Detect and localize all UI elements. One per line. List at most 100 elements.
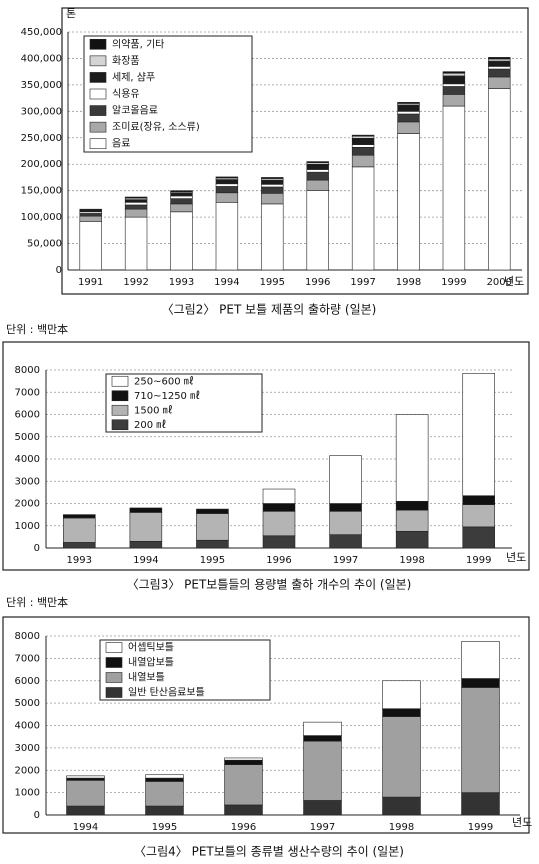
bar-segment [261, 203, 284, 271]
legend-swatch [89, 138, 107, 150]
y-tick-label: 2000 [15, 499, 40, 510]
x-tick-label: 1994 [214, 277, 239, 288]
bar-segment [170, 203, 193, 213]
x-tick-label: 1999 [466, 555, 491, 566]
bar-segment [461, 678, 500, 688]
bar-segment [170, 192, 193, 197]
x-tick-label: 1995 [200, 555, 225, 566]
bar-segment [145, 781, 184, 807]
x-axis-label: 년도 [512, 816, 532, 829]
bar-segment [261, 179, 284, 185]
bar-segment [145, 774, 184, 779]
bar-segment [124, 208, 148, 218]
legend-label: 어셉틱보틀 [128, 642, 174, 654]
y-tick-label: 50,000 [27, 239, 62, 250]
bar-segment [306, 163, 329, 170]
bar-segment [329, 510, 362, 535]
bar-segment [397, 104, 420, 112]
legend-swatch [111, 419, 129, 431]
legend-swatch [105, 657, 123, 668]
legend-label: 200 ㎖ [134, 419, 166, 431]
x-tick-label: 1998 [396, 277, 421, 288]
bar-segment [262, 510, 296, 537]
bar-segment [262, 488, 296, 504]
chart-frame [2, 341, 530, 571]
bar-segment [124, 202, 148, 206]
legend-swatch [105, 642, 123, 653]
bar-segment [129, 507, 163, 513]
bar-segment [351, 144, 375, 148]
bar-segment [329, 534, 362, 549]
legend-box [105, 373, 263, 433]
bar-segment [66, 775, 105, 779]
y-tick-label: 300,000 [21, 106, 62, 117]
bar-segment [196, 539, 229, 549]
bar-segment [79, 215, 102, 222]
x-tick-label: 1993 [169, 277, 194, 288]
bar-segment [442, 105, 466, 271]
bar-segment [442, 83, 466, 87]
y-tick-label: 7000 [15, 653, 40, 664]
chart-frame [2, 616, 530, 834]
bar-segment [306, 179, 329, 191]
x-tick-label: 1993 [67, 555, 92, 566]
legend-label: 화장품 [112, 55, 140, 67]
bar-segment [303, 735, 342, 742]
bar-segment [129, 512, 163, 542]
legend-swatch [89, 72, 107, 83]
bar-segment [351, 134, 375, 137]
bar-segment [382, 708, 421, 717]
x-tick-label: 1998 [399, 555, 424, 566]
x-tick-label: 1996 [231, 822, 256, 833]
bar-segment [397, 102, 420, 104]
bar-segment [224, 757, 263, 761]
bar-segment [196, 513, 229, 541]
bar-segment [224, 764, 263, 806]
bar-segment [303, 721, 342, 736]
bar-segment [462, 495, 495, 505]
bar-segment [382, 796, 421, 816]
x-tick-label: 1994 [73, 822, 98, 833]
legend-label: 세제, 샴푸 [112, 71, 155, 83]
bar-segment [306, 169, 329, 173]
bar-segment [351, 146, 375, 156]
bar-segment [79, 208, 102, 211]
y-tick-label: 3000 [15, 476, 40, 487]
bar-segment [124, 199, 148, 203]
x-tick-label: 1996 [266, 555, 291, 566]
bar-segment [397, 111, 420, 115]
chart-title: 〈그림4〉 PET보틀의 종류별 생산수량의 추이 (일본) [134, 845, 404, 859]
y-tick-label: 1000 [15, 788, 40, 799]
y-axis-label: 톤 [66, 7, 76, 20]
bar-segment [397, 121, 420, 134]
x-tick-label: 1991 [78, 277, 103, 288]
bar-segment [303, 800, 342, 816]
bar-segment [124, 216, 148, 271]
bar-segment [224, 759, 263, 765]
bar-segment [329, 455, 362, 504]
bar-segment [395, 509, 429, 532]
y-tick-label: 0 [34, 810, 40, 821]
y-tick-label: 100,000 [21, 212, 62, 223]
bar-segment [215, 192, 239, 203]
bar-segment [261, 193, 284, 205]
x-tick-label: 1997 [333, 555, 358, 566]
y-tick-label: 4000 [15, 454, 40, 465]
bar-segment [462, 504, 495, 528]
legend-swatch [111, 404, 129, 416]
y-tick-label: 5000 [15, 432, 40, 443]
y-tick-label: 0 [34, 543, 40, 554]
bar-segment [488, 76, 511, 89]
chart-title: 〈그림2〉 PET 보틀 제품의 출하량 (일본) [162, 303, 377, 317]
y-tick-label: 0 [56, 265, 62, 276]
bar-segment [395, 500, 429, 511]
legend-label: 의약품, 기타 [112, 38, 164, 50]
bar-segment [170, 198, 193, 205]
x-tick-label: 1999 [468, 822, 493, 833]
bar-segment [351, 166, 375, 271]
bar-segment [66, 777, 105, 781]
bar-segment [124, 196, 148, 199]
bar-segment [145, 777, 184, 782]
bar-segment [215, 179, 239, 185]
bar-segment [196, 508, 229, 514]
